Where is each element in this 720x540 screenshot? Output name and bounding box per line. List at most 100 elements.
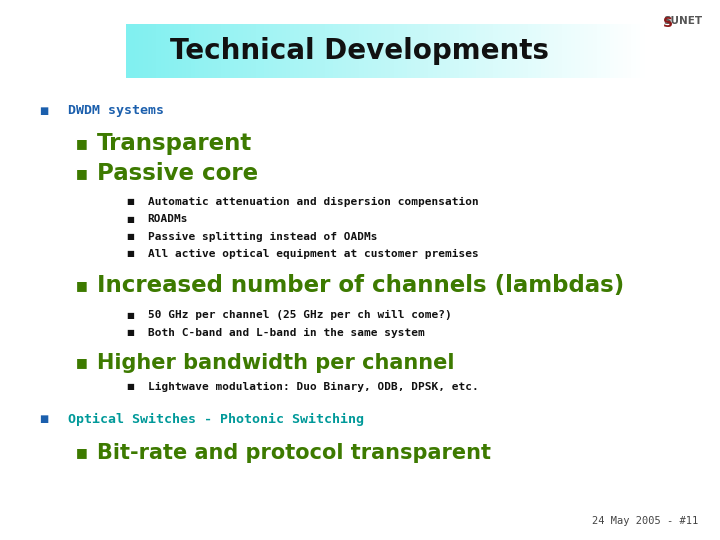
Bar bbox=[593, 24, 598, 78]
Bar bbox=[290, 24, 295, 78]
Bar bbox=[182, 24, 187, 78]
Text: ■: ■ bbox=[126, 382, 134, 391]
Bar bbox=[441, 24, 446, 78]
Text: Passive splitting instead of OADMs: Passive splitting instead of OADMs bbox=[148, 232, 377, 241]
Bar bbox=[558, 24, 563, 78]
Bar bbox=[277, 24, 282, 78]
Bar bbox=[299, 24, 304, 78]
Bar bbox=[260, 24, 265, 78]
Text: Optical Switches - Photonic Switching: Optical Switches - Photonic Switching bbox=[68, 413, 364, 426]
Bar bbox=[467, 24, 472, 78]
Bar bbox=[549, 24, 554, 78]
Bar bbox=[428, 24, 433, 78]
Bar bbox=[143, 24, 148, 78]
Bar bbox=[532, 24, 537, 78]
Bar bbox=[575, 24, 580, 78]
Bar bbox=[463, 24, 468, 78]
Bar bbox=[580, 24, 585, 78]
Bar bbox=[174, 24, 179, 78]
Bar bbox=[256, 24, 261, 78]
Bar bbox=[307, 24, 312, 78]
Bar bbox=[139, 24, 144, 78]
Bar bbox=[450, 24, 455, 78]
Bar bbox=[424, 24, 429, 78]
Bar bbox=[541, 24, 546, 78]
Bar bbox=[234, 24, 239, 78]
Bar bbox=[312, 24, 317, 78]
Bar bbox=[433, 24, 438, 78]
Bar bbox=[411, 24, 416, 78]
Bar bbox=[156, 24, 161, 78]
Bar bbox=[286, 24, 291, 78]
Text: Lightwave modulation: Duo Binary, ODB, DPSK, etc.: Lightwave modulation: Duo Binary, ODB, D… bbox=[148, 382, 478, 392]
Text: ■: ■ bbox=[40, 106, 49, 116]
Bar bbox=[627, 24, 632, 78]
Text: Both C-band and L-band in the same system: Both C-band and L-band in the same syste… bbox=[148, 328, 424, 338]
Bar bbox=[588, 24, 593, 78]
Bar bbox=[251, 24, 256, 78]
Bar bbox=[377, 24, 382, 78]
Bar bbox=[523, 24, 528, 78]
Bar bbox=[161, 24, 166, 78]
Text: ■: ■ bbox=[126, 198, 134, 206]
Bar bbox=[355, 24, 360, 78]
Bar bbox=[385, 24, 390, 78]
Text: Technical Developments: Technical Developments bbox=[170, 37, 549, 65]
Text: Higher bandwidth per channel: Higher bandwidth per channel bbox=[97, 353, 455, 373]
Bar bbox=[178, 24, 183, 78]
Bar bbox=[217, 24, 222, 78]
Bar bbox=[282, 24, 287, 78]
Text: ■: ■ bbox=[76, 446, 87, 459]
Bar bbox=[510, 24, 516, 78]
Bar bbox=[338, 24, 343, 78]
Bar bbox=[243, 24, 248, 78]
Bar bbox=[191, 24, 196, 78]
Bar bbox=[485, 24, 490, 78]
Bar bbox=[489, 24, 494, 78]
Bar bbox=[536, 24, 541, 78]
Bar bbox=[247, 24, 252, 78]
Bar bbox=[294, 24, 300, 78]
Bar bbox=[329, 24, 334, 78]
Bar bbox=[372, 24, 377, 78]
Bar bbox=[554, 24, 559, 78]
Bar bbox=[610, 24, 615, 78]
Bar bbox=[269, 24, 274, 78]
Text: ■: ■ bbox=[126, 328, 134, 337]
Bar bbox=[459, 24, 464, 78]
Bar bbox=[346, 24, 351, 78]
Bar bbox=[584, 24, 589, 78]
Bar bbox=[415, 24, 420, 78]
Bar bbox=[472, 24, 477, 78]
Bar bbox=[316, 24, 321, 78]
Bar bbox=[567, 24, 572, 78]
Bar bbox=[640, 24, 645, 78]
Bar bbox=[320, 24, 325, 78]
Bar bbox=[562, 24, 567, 78]
Text: 50 GHz per channel (25 GHz per ch will come?): 50 GHz per channel (25 GHz per ch will c… bbox=[148, 310, 451, 320]
Bar bbox=[264, 24, 269, 78]
Text: Passive core: Passive core bbox=[97, 163, 258, 185]
Bar bbox=[618, 24, 624, 78]
Text: All active optical equipment at customer premises: All active optical equipment at customer… bbox=[148, 249, 478, 259]
Bar bbox=[195, 24, 200, 78]
Bar bbox=[446, 24, 451, 78]
Bar bbox=[130, 24, 135, 78]
Bar bbox=[493, 24, 498, 78]
Text: ■: ■ bbox=[126, 249, 134, 258]
Text: ■: ■ bbox=[126, 232, 134, 241]
Text: Bit-rate and protocol transparent: Bit-rate and protocol transparent bbox=[97, 442, 491, 463]
Text: ■: ■ bbox=[40, 414, 49, 424]
Bar bbox=[506, 24, 511, 78]
Bar bbox=[359, 24, 364, 78]
Bar bbox=[631, 24, 636, 78]
Bar bbox=[364, 24, 369, 78]
Bar bbox=[238, 24, 243, 78]
Bar bbox=[437, 24, 442, 78]
Bar bbox=[390, 24, 395, 78]
Bar bbox=[351, 24, 356, 78]
Bar bbox=[230, 24, 235, 78]
Bar bbox=[204, 24, 209, 78]
Text: S: S bbox=[663, 16, 673, 30]
Bar bbox=[186, 24, 192, 78]
